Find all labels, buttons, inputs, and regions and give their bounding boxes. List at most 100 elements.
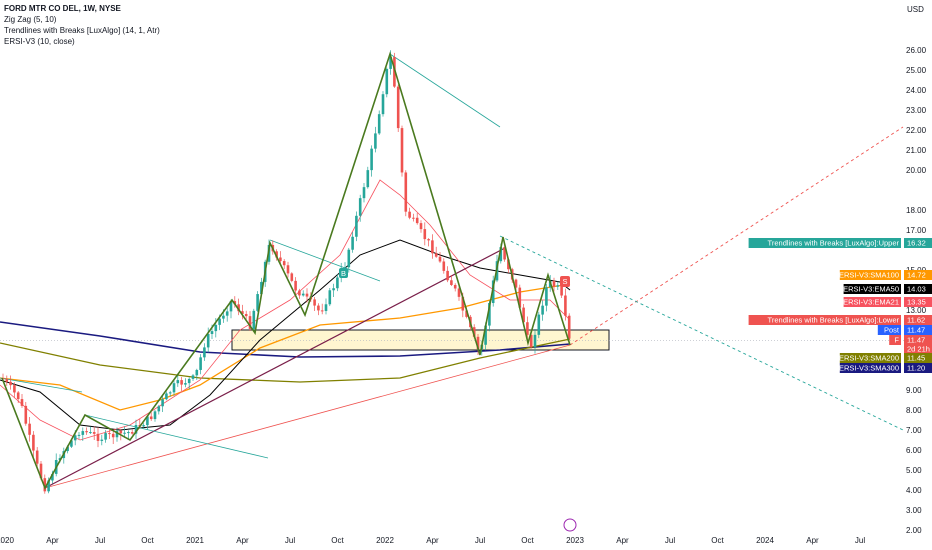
candle-body — [123, 432, 126, 434]
price-tag-value: 11.47 — [907, 326, 925, 335]
buy-marker-label: B — [341, 269, 346, 278]
indicator-trendlines-label[interactable]: Trendlines with Breaks [LuxAlgo] (14, 1,… — [4, 26, 160, 35]
candle-body — [89, 432, 92, 434]
candle-body — [385, 68, 389, 95]
price-tag-label-bg — [748, 315, 901, 325]
candle-body — [146, 416, 149, 426]
candle-body — [518, 287, 522, 308]
time-tick-label: Jul — [855, 536, 865, 545]
time-tick-label: 2020 — [0, 536, 14, 545]
price-tick-label: 6.00 — [906, 446, 922, 455]
candle-body — [499, 247, 503, 262]
candle-body — [362, 187, 366, 199]
candle-body — [423, 229, 427, 240]
trendline-major-up — [44, 247, 506, 489]
candle-body — [336, 277, 339, 289]
candle-body — [119, 430, 123, 434]
zigzag-polyline — [1, 51, 571, 490]
indicator-ersi-label[interactable]: ERSI-V3 (10, close) — [4, 37, 75, 46]
symbol-title[interactable]: FORD MTR CO DEL, 1W, NYSE — [4, 4, 121, 13]
candle-body — [16, 392, 20, 400]
candle-body — [187, 378, 191, 384]
candle-body — [446, 270, 449, 281]
candle-body — [438, 256, 442, 262]
price-tag-value-bg — [904, 353, 932, 363]
price-tag-label: Trendlines with Breaks [LuxAlgo]:Upper — [768, 239, 900, 248]
price-tick-label: 8.00 — [906, 406, 922, 415]
candle-body — [541, 305, 544, 315]
sma300-line — [0, 321, 571, 358]
candle-body — [5, 379, 9, 382]
price-tick-label: 3.00 — [906, 506, 922, 515]
candle-body — [206, 333, 210, 348]
price-tag-label: Post — [884, 326, 900, 335]
candle-body — [127, 432, 130, 434]
candle-body — [275, 251, 278, 258]
sell-marker-label: S — [562, 277, 567, 286]
candle-body — [381, 94, 385, 115]
sma200-line — [0, 338, 571, 383]
candle-body — [28, 423, 31, 435]
currency-label: USD — [907, 5, 924, 14]
candle-body — [358, 198, 362, 216]
price-tags: Trendlines with Breaks [LuxAlgo]:Upper 16… — [748, 238, 932, 373]
time-axis[interactable]: 2020 Apr Jul Oct 2021 Apr Jul Oct 2022 Apr Jul Oct 2… — [0, 536, 865, 545]
candle-body — [176, 380, 180, 384]
price-tag-label: F — [894, 336, 899, 345]
candle-body — [9, 381, 12, 386]
time-tick-label: Apr — [426, 536, 439, 545]
candle-body — [374, 133, 377, 149]
time-tick-label: 2024 — [756, 536, 774, 545]
candle-body — [256, 294, 259, 311]
time-tick-label: Jul — [285, 536, 295, 545]
indicator-zigzag-label[interactable]: Zig Zag (5, 10) — [4, 15, 57, 24]
buy-marker — [339, 268, 348, 278]
candle-body — [298, 290, 301, 296]
price-tag-value: 2d 21h — [907, 345, 930, 354]
ema50-line — [0, 239, 571, 431]
candle-body — [366, 170, 370, 188]
candle-body — [168, 392, 172, 394]
time-tick-label: Jul — [475, 536, 485, 545]
candle-body — [465, 310, 468, 317]
candle-body — [134, 425, 138, 434]
candle-body — [526, 322, 529, 335]
candle-body — [328, 290, 332, 305]
candle-body — [47, 480, 50, 492]
candle-body — [564, 295, 567, 316]
candle-body — [522, 307, 525, 323]
candle-body — [400, 128, 404, 173]
price-tag-value-bg — [904, 297, 932, 307]
chart-legend: FORD MTR CO DEL, 1W, NYSE Zig Zag (5, 10… — [4, 3, 160, 47]
candle-body — [210, 331, 214, 334]
candle-body — [100, 439, 104, 441]
trendline-upper-projection — [499, 235, 904, 431]
support-zone — [0, 329, 906, 351]
price-tag-value: 13.35 — [907, 298, 926, 307]
price-tick-label: 22.00 — [906, 126, 927, 135]
candle-body — [427, 239, 430, 241]
candle-body — [92, 432, 96, 434]
price-tag-value: 11.20 — [907, 364, 925, 373]
trendline-upper-2 — [269, 239, 381, 282]
candle-body — [111, 433, 115, 438]
candle-body — [130, 432, 134, 434]
candle-body — [149, 416, 153, 420]
time-tick-label: 2022 — [376, 536, 394, 545]
candle-body — [552, 280, 556, 287]
trendlines — [0, 53, 904, 489]
price-tag-label: ERSI-V3:SMA300 — [839, 364, 899, 373]
candle-body — [507, 259, 510, 270]
candle-body — [301, 293, 305, 296]
candle-body — [77, 434, 81, 436]
trendline-lower — [44, 344, 571, 489]
candle-body — [324, 304, 328, 311]
price-tag-label: ERSI-V3:SMA200 — [839, 354, 899, 363]
candle-body — [282, 261, 286, 266]
price-tick-label: 4.00 — [906, 486, 922, 495]
candle-body — [153, 411, 157, 420]
moving-averages — [0, 179, 571, 441]
price-tag-value: 16.32 — [907, 239, 926, 248]
